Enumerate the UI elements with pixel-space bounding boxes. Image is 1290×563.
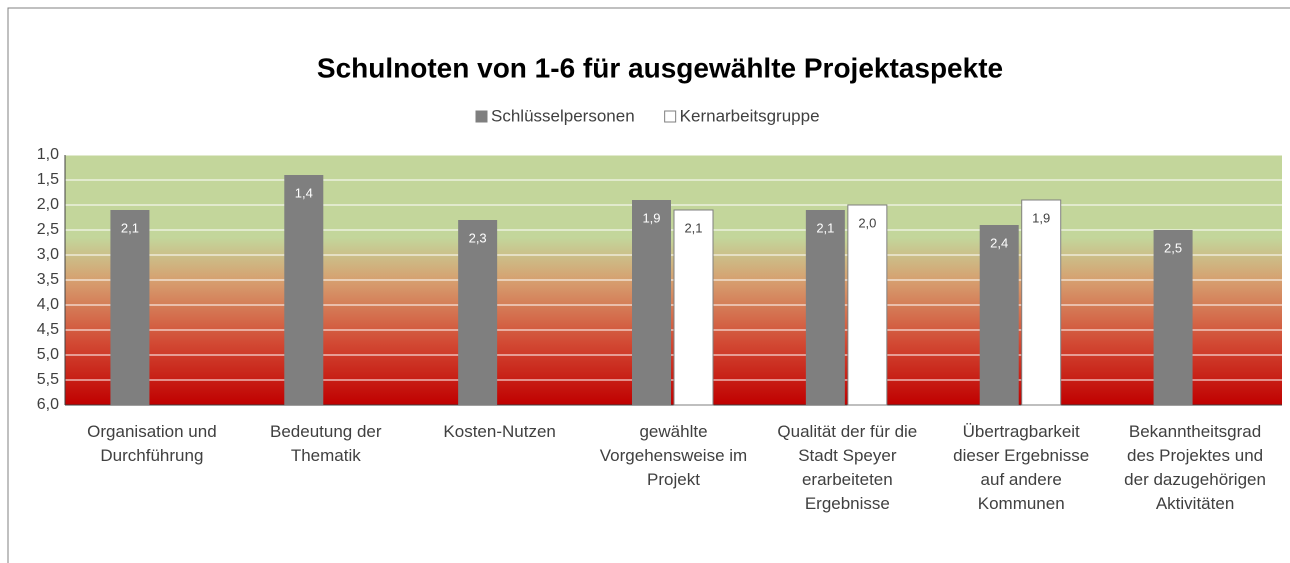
bar <box>979 225 1019 405</box>
bar <box>1021 199 1062 406</box>
value-label: 2,0 <box>858 215 876 230</box>
value-label: 1,9 <box>1032 210 1050 225</box>
x-tick-label: Qualität der für die Stadt Speyer erarbe… <box>777 422 918 513</box>
y-tick-label: 2,0 <box>37 196 59 213</box>
bar <box>673 209 714 406</box>
legend-label: Kernarbeitsgruppe <box>680 106 820 125</box>
value-label: 1,4 <box>295 185 313 200</box>
legend-label: Schlüsselpersonen <box>491 106 635 125</box>
bar <box>632 200 671 405</box>
x-tick-label: Organisation und Durchführung <box>87 422 217 465</box>
y-tick-label: 1,5 <box>37 171 59 188</box>
y-tick-label: 5,0 <box>37 346 59 363</box>
value-label: 2,1 <box>121 220 139 235</box>
y-tick-label: 3,0 <box>37 246 59 263</box>
bar <box>805 210 845 405</box>
x-tick-label: Bekanntheitsgrad des Projektes und der d… <box>1124 422 1266 513</box>
chart-border <box>7 7 1290 563</box>
x-tick-label: Bedeutung der Thematik <box>270 422 382 465</box>
bar <box>458 220 498 405</box>
legend-swatch <box>475 110 488 123</box>
y-tick-label: 2,5 <box>37 221 59 238</box>
y-tick-label: 5,5 <box>37 371 59 388</box>
value-label: 2,1 <box>816 220 834 235</box>
x-tick-label: gewählte Vorgehensweise im Projekt <box>599 422 748 489</box>
y-tick-label: 6,0 <box>37 396 59 413</box>
y-tick-label: 1,0 <box>37 146 59 163</box>
bar <box>284 175 324 405</box>
y-tick-label: 4,5 <box>37 321 59 338</box>
value-label: 2,1 <box>684 220 702 235</box>
value-label: 2,4 <box>990 235 1008 250</box>
value-label: 2,5 <box>1164 240 1182 255</box>
bar <box>110 210 150 405</box>
bar <box>847 204 888 406</box>
x-tick-label: Übertragbarkeit dieser Ergebnisse auf an… <box>953 422 1090 513</box>
x-tick-label: Kosten-Nutzen <box>443 422 556 441</box>
y-tick-label: 3,5 <box>37 271 59 288</box>
legend-swatch <box>664 110 677 123</box>
bar <box>1153 230 1193 405</box>
value-label: 1,9 <box>642 210 660 225</box>
chart-title: Schulnoten von 1-6 für ausgewählte Proje… <box>317 52 1003 83</box>
y-tick-label: 4,0 <box>37 296 59 313</box>
value-label: 2,3 <box>469 230 487 245</box>
